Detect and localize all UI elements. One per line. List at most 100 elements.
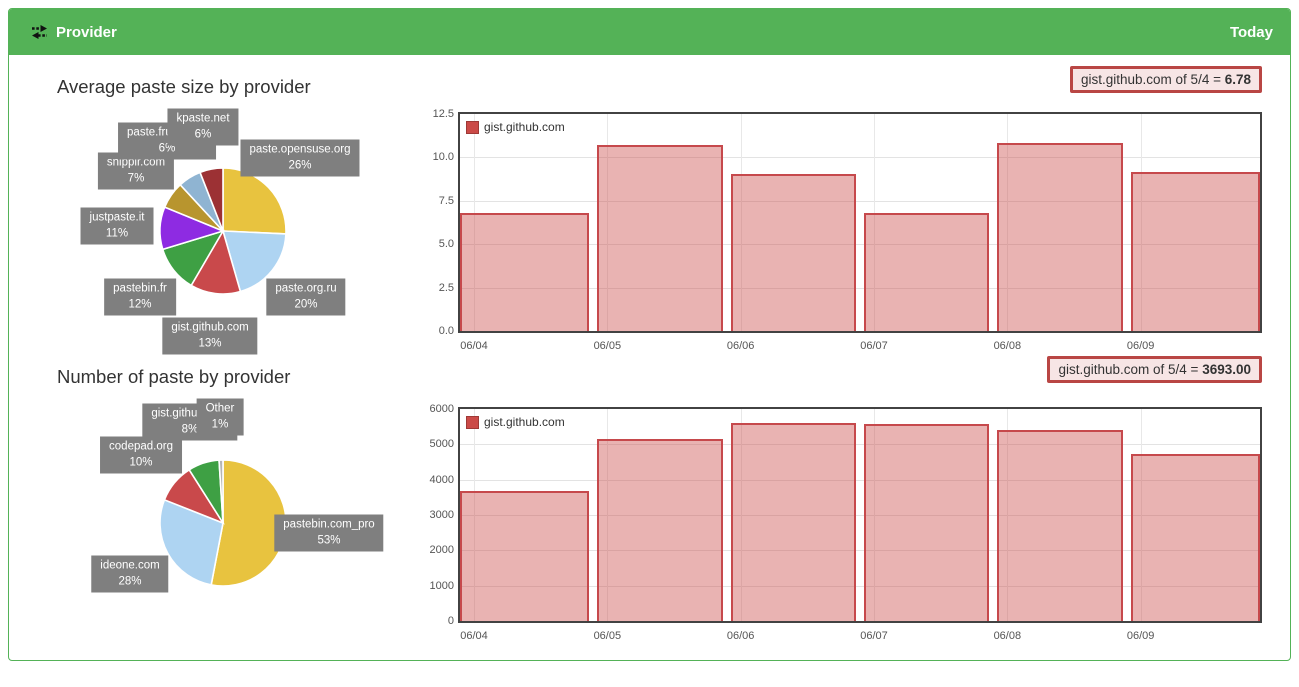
pie-label-justpaste.it: justpaste.it 11%	[80, 207, 154, 245]
bar-06/08[interactable]	[997, 429, 1123, 621]
bar-06/08[interactable]	[997, 142, 1123, 331]
pie-slice-paste.org.ru[interactable]	[221, 230, 287, 293]
y-axis-tick: 0.0	[438, 325, 454, 337]
x-axis-tick: 06/05	[593, 630, 622, 642]
y-axis-tick: 12.5	[432, 108, 454, 120]
y-axis-tick: 5.0	[438, 238, 454, 251]
bar-06/05[interactable]	[597, 145, 723, 331]
h-gridline	[460, 200, 1260, 202]
bar-06/04[interactable]	[460, 213, 590, 331]
legend-swatch-icon	[466, 415, 479, 429]
y-axis-tick: 5000	[429, 438, 454, 451]
h-gridline	[460, 585, 1260, 587]
pie-slice-ideone.com[interactable]	[159, 498, 224, 586]
pie-label-kpaste.net: kpaste.net 6%	[167, 108, 239, 146]
v-gridline	[740, 114, 742, 331]
h-gridline	[460, 444, 1260, 446]
y-axis-tick: 6000	[429, 403, 454, 415]
y-axis-tick: 10.0	[432, 151, 454, 164]
panel-header: Provider Today	[9, 9, 1290, 55]
pie2-section-title: Number of paste by provider	[57, 366, 291, 387]
count-stat-badge: gist.github.com of 5/4 = 3693.00	[1047, 356, 1262, 383]
number-of-paste-bar-chart: 0 1000 2000 3000 4000 5000 6000 06/04 06/05 06/06…	[428, 397, 1273, 662]
exchange-icon	[31, 25, 48, 39]
y-axis-tick: 7.5	[438, 194, 454, 207]
panel-title-text: Provider	[56, 23, 117, 41]
v-gridline	[1007, 114, 1009, 331]
v-gridline	[1140, 409, 1142, 621]
h-gridline	[460, 550, 1260, 552]
legend-swatch-icon	[466, 120, 479, 134]
badge-value: 6.78	[1224, 72, 1251, 87]
bar-06/06[interactable]	[730, 174, 856, 331]
bar-06/04[interactable]	[460, 490, 590, 621]
v-gridline	[740, 409, 742, 621]
pie1-section-title: Average paste size by provider	[57, 76, 311, 97]
v-gridline	[1140, 114, 1142, 331]
bar-06/07[interactable]	[864, 213, 990, 331]
y-axis-tick: 4000	[429, 473, 454, 486]
pie-label-gist.github.com: gist.github.com 13%	[162, 317, 258, 355]
y-axis-tick: 2000	[429, 544, 454, 557]
pie-svg	[159, 167, 287, 295]
h-gridline	[460, 479, 1260, 481]
average-stat-badge: gist.github.com of 5/4 = 6.78	[1070, 66, 1262, 93]
v-gridline	[874, 114, 875, 331]
x-axis-tick: 06/04	[460, 340, 488, 352]
y-axis-tick: 1000	[429, 579, 454, 592]
x-axis-tick: 06/09	[1126, 630, 1155, 642]
x-axis-tick: 06/08	[993, 340, 1022, 352]
legend-gist.github.com[interactable]: gist.github.com	[466, 120, 565, 134]
pie-svg	[159, 459, 287, 587]
v-gridline	[474, 409, 475, 621]
pie-slice-kpaste.net[interactable]	[198, 167, 224, 232]
y-axis-tick: 3000	[429, 509, 454, 521]
badge-value: 3693.00	[1202, 362, 1251, 377]
x-axis-tick: 06/09	[1126, 340, 1155, 352]
x-axis-tick: 06/05	[593, 340, 622, 352]
bar-06/09[interactable]	[1130, 453, 1260, 621]
h-gridline	[460, 157, 1260, 159]
v-gridline	[607, 409, 609, 621]
pie-label-paste.org.ru: paste.org.ru 20%	[266, 278, 346, 316]
bar-06/09[interactable]	[1130, 172, 1260, 331]
v-gridline	[874, 409, 875, 621]
x-axis-tick: 06/07	[860, 630, 888, 642]
legend-gist.github.com[interactable]: gist.github.com	[466, 415, 565, 429]
v-gridline	[607, 114, 609, 331]
pie-label-Other: Other 1%	[196, 398, 244, 436]
x-axis-tick: 06/06	[726, 340, 755, 352]
pie-label-paste.opensuse.org: paste.opensuse.org 26%	[240, 139, 360, 177]
pie-slice-Other[interactable]	[218, 459, 224, 524]
h-gridline	[460, 515, 1260, 516]
h-gridline	[460, 287, 1260, 289]
panel-period-label: Today	[1229, 23, 1273, 41]
h-gridline	[460, 244, 1260, 246]
v-gridline	[1007, 409, 1009, 621]
average-paste-size-bar-chart: 0.0 2.5 5.0 7.5 10.0 12.5 06/04 06/05 06/06 06/07…	[428, 102, 1273, 367]
bar-06/05[interactable]	[597, 439, 723, 621]
legend-label: gist.github.com	[484, 415, 565, 429]
pie-label-codepad.org: codepad.org 10%	[100, 436, 182, 474]
legend-label: gist.github.com	[484, 120, 565, 134]
bar-06/06[interactable]	[730, 423, 856, 621]
v-gridline	[474, 114, 475, 331]
badge-text: gist.github.com of 5/4 =	[1058, 362, 1203, 377]
panel-title: Provider	[31, 24, 117, 41]
x-axis-tick: 06/06	[726, 630, 755, 642]
pie-label-pastebin.fr: pastebin.fr 12%	[104, 278, 176, 316]
x-axis-tick: 06/08	[993, 630, 1022, 642]
average-paste-size-pie-chart: paste.opensuse.org 26% paste.org.ru 20% gist…	[40, 100, 420, 390]
plot-area	[458, 112, 1262, 333]
bar-06/07[interactable]	[864, 424, 990, 621]
pie-label-pastebin.com_pro: pastebin.com_pro 53%	[274, 514, 384, 552]
y-axis-tick: 2.5	[438, 281, 454, 294]
pie-label-ideone.com: ideone.com 28%	[91, 555, 169, 593]
number-of-paste-pie-chart: pastebin.com_pro 53% ideone.com 28% codepad.…	[40, 392, 420, 682]
plot-area	[458, 407, 1262, 623]
x-axis-tick: 06/04	[460, 630, 488, 642]
badge-text: gist.github.com of 5/4 =	[1081, 72, 1225, 87]
y-axis-tick: 0	[447, 615, 454, 627]
x-axis-tick: 06/07	[860, 340, 888, 352]
pie-slice-paste.opensuse.org[interactable]	[222, 167, 287, 235]
